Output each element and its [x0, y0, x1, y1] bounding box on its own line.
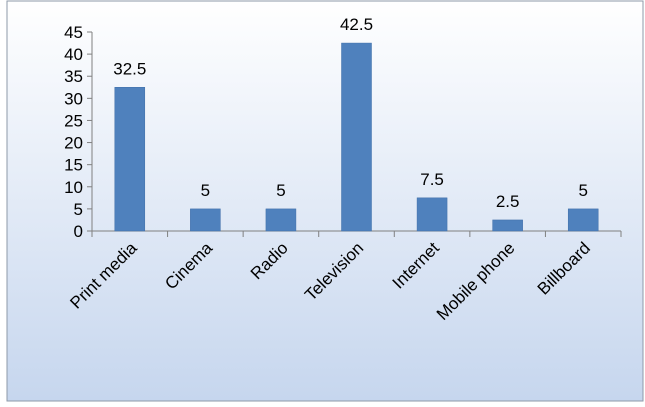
- data-label: 2.5: [496, 192, 520, 211]
- y-tick-label: 45: [64, 23, 83, 42]
- data-label: 5: [276, 181, 285, 200]
- data-label: 7.5: [420, 170, 444, 189]
- y-tick-label: 0: [74, 222, 83, 241]
- data-labels: 32.5 5 5 42.5 7.5 2.5 5: [113, 15, 588, 211]
- data-label: 5: [201, 181, 210, 200]
- bar: [190, 208, 221, 232]
- bar: [416, 197, 448, 232]
- y-tick-label: 20: [64, 134, 83, 153]
- bar: [567, 208, 599, 232]
- y-tick-label: 40: [64, 45, 83, 64]
- data-label: 5: [578, 181, 587, 200]
- chart-background: [6, 0, 644, 402]
- data-label: 42.5: [340, 15, 373, 34]
- bar: [492, 219, 523, 232]
- bar: [265, 208, 297, 232]
- bar: [341, 42, 372, 232]
- y-tick-label: 10: [64, 178, 83, 197]
- y-tick-label: 25: [64, 111, 83, 130]
- bar: [114, 87, 146, 232]
- y-tick-label: 30: [64, 89, 83, 108]
- y-axis: 0 5 10 15 20 25 30 35 40 45: [64, 23, 93, 241]
- y-tick-label: 15: [64, 156, 83, 175]
- y-tick-label: 5: [74, 200, 83, 219]
- bars: [114, 42, 599, 232]
- y-tick-label: 35: [64, 67, 83, 86]
- data-label: 32.5: [113, 59, 146, 78]
